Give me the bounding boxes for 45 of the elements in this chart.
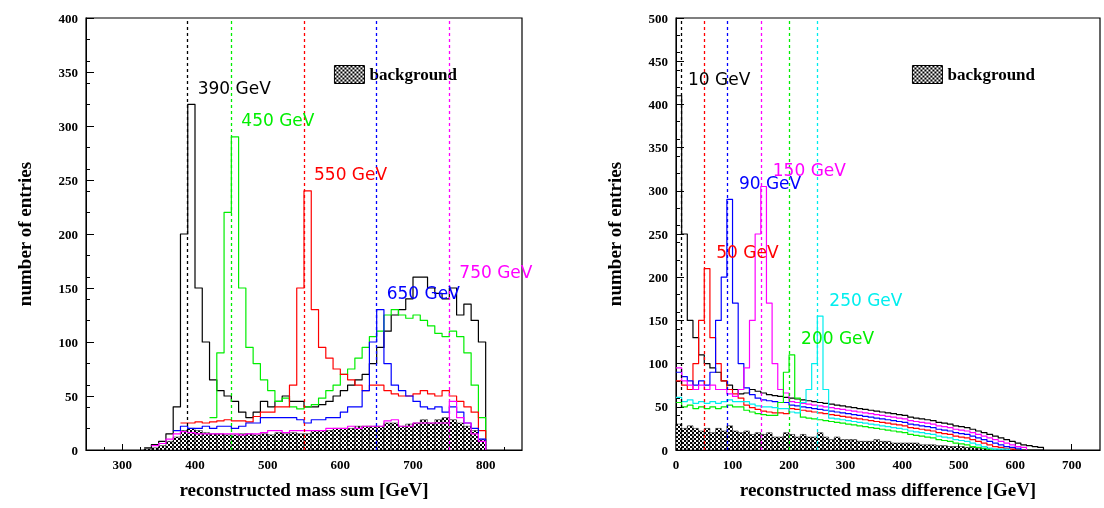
y-tick-label: 300 [58, 118, 78, 134]
y-tick-label: 0 [661, 442, 668, 458]
y-tick-label: 350 [58, 64, 78, 80]
y-tick-label: 250 [648, 226, 668, 242]
series-label: 450 GeV [241, 110, 315, 131]
y-tick-label: 350 [648, 140, 668, 156]
y-tick-label: 100 [58, 334, 78, 350]
y-tick-label: 300 [648, 183, 668, 199]
x-tick-label: 800 [475, 457, 496, 472]
series-label: 10 GeV [688, 69, 751, 90]
y-axis-title: number of entries [14, 161, 35, 307]
x-tick-label: 600 [330, 457, 351, 472]
y-axis-title: number of entries [604, 161, 625, 307]
x-tick-label: 0 [672, 457, 680, 472]
y-tick-label: 400 [58, 10, 78, 26]
y-tick-label: 400 [648, 96, 668, 112]
y-tick-label: 0 [71, 442, 78, 458]
y-tick-label: 250 [58, 172, 78, 188]
x-tick-label: 400 [185, 457, 205, 472]
legend-label: background [369, 65, 458, 84]
series-label: 390 GeV [197, 77, 272, 98]
x-tick-label: 200 [779, 457, 799, 472]
x-tick-label: 300 [112, 457, 133, 472]
x-tick-label: 600 [1005, 457, 1025, 472]
y-tick-label: 100 [648, 356, 668, 372]
legend-label: background [947, 65, 1036, 84]
x-tick-label: 700 [403, 457, 423, 472]
y-tick-label: 500 [648, 10, 668, 26]
y-tick-label: 150 [648, 312, 668, 328]
y-tick-label: 450 [648, 53, 668, 69]
series-label: 250 GeV [829, 289, 903, 310]
x-axis-title: reconstructed mass sum [GeV] [179, 479, 429, 500]
y-tick-label: 50 [65, 388, 78, 404]
y-tick-label: 50 [655, 399, 668, 415]
y-tick-label: 150 [58, 280, 78, 296]
x-tick-label: 300 [835, 457, 856, 472]
x-tick-label: 500 [948, 457, 969, 472]
series-label: 550 GeV [314, 164, 388, 185]
x-tick-label: 400 [892, 457, 912, 472]
x-axis-title: reconstructed mass difference [GeV] [739, 479, 1037, 500]
y-tick-label: 200 [58, 226, 78, 242]
x-tick-label: 700 [1061, 457, 1082, 472]
y-tick-label: 200 [648, 269, 668, 285]
x-tick-label: 500 [257, 457, 278, 472]
x-tick-label: 100 [722, 457, 743, 472]
